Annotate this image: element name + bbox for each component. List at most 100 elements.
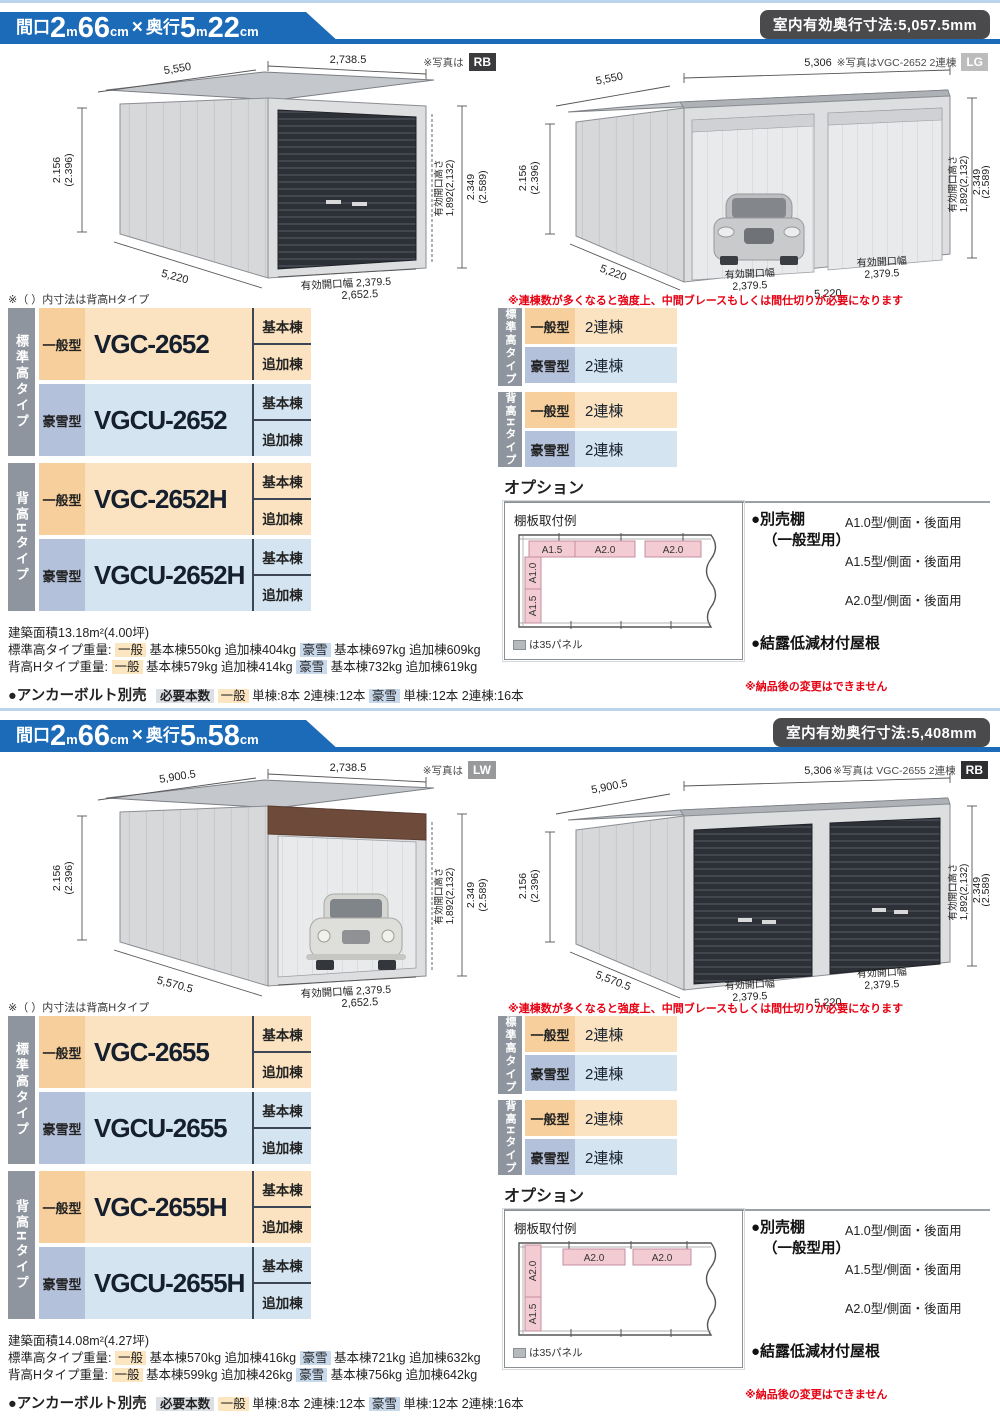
general-tag: 一般 [217, 1397, 249, 1411]
garage-diagram-single-closed: 2,738.5 5,550 2.156 (2.396) 5,220 有効開口幅 … [28, 50, 498, 300]
rento-group-standard: 標準高タイプ 一般型 2連棟 豪雪型 2連棟 [498, 308, 678, 386]
dim-roof-depth: 5,550 [595, 71, 624, 88]
photo-note: ※写真は RB [423, 53, 496, 71]
shelf-label: A1.5 [542, 545, 563, 556]
group-label: 標準高タイプ [8, 308, 35, 456]
general-tag: 一般 [111, 1368, 143, 1382]
banner-times: × [131, 725, 143, 746]
weight-values: 基本棟599kg 追加棟426kg [146, 1368, 293, 1382]
anchor-bolt-note: ●アンカーボルト別売 必要本数 一般 単棟:8本 2連棟:12本 豪雪 単棟:1… [8, 1392, 524, 1413]
type-cell: 豪雪型 [525, 347, 575, 383]
photo-note-text: ※写真は [422, 764, 463, 777]
banner-width-cm: 66 [77, 719, 110, 752]
multi-unit-warning: ※連棟数が多くなると強度上、中間ブレースもしくは間仕切りが必要になります [508, 295, 904, 307]
snow-tag: 豪雪 [368, 1397, 400, 1411]
shutter-handle [762, 920, 776, 924]
table-row: 豪雪型 VGCU-2652 基本棟 追加棟 [39, 384, 311, 456]
banner-unit: m [66, 732, 78, 747]
dim-bottom-depth: 5,570.5 [594, 969, 633, 993]
divider [0, 0, 1000, 3]
open-bay [827, 107, 943, 271]
model-group-standard: 標準高タイプ 一般型 VGC-2652 基本棟 追加棟 豪雪型 VGCU-2652… [8, 308, 311, 456]
table-row: 一般型 VGC-2652 基本棟 追加棟 [39, 308, 311, 380]
option-item: A1.5型/側面・後面用 [845, 1263, 962, 1277]
shelf-label: A2.0 [584, 1253, 605, 1264]
rento-cell: 2連棟 [575, 1100, 677, 1136]
banner-width-label: 間口 [16, 18, 50, 37]
type-cell: 豪雪型 [39, 1247, 85, 1319]
table-row: 一般型 2連棟 [525, 392, 677, 428]
dim-bottom-depth: 5,220 [160, 268, 190, 287]
banner-unit: m [196, 732, 208, 747]
banner-width-label: 間口 [16, 726, 50, 745]
rento-cell: 2連棟 [575, 431, 677, 467]
no-change-warning: ※納品後の変更はできません [745, 681, 888, 693]
dim-bottom-depth: 5,570.5 [155, 975, 194, 996]
weight-label: 標準高タイプ重量: [8, 643, 112, 657]
weight-values: 基本棟579kg 追加棟414kg [146, 660, 293, 674]
model-table: 標準高タイプ 一般型 VGC-2652 基本棟 追加棟 豪雪型 VGCU-2652… [8, 308, 311, 618]
rento-cell: 2連棟 [575, 347, 677, 383]
photo-note: ※写真は LW [423, 761, 496, 779]
snow-tag: 豪雪 [296, 660, 328, 674]
banner-depth-cm: 58 [207, 719, 240, 752]
add-unit-cell: 追加棟 [262, 587, 303, 603]
type-cell: 豪雪型 [525, 431, 575, 467]
base-unit-cell: 基本棟 [254, 1247, 311, 1284]
table-row: 一般型 VGC-2655 基本棟 追加棟 [39, 1016, 311, 1088]
banner-width-m: 2 [50, 11, 67, 44]
dim-bottom-width: 5,220 [814, 997, 842, 1008]
paren-dimension-note: ※（ ）内寸法は背高Hタイプ [8, 1002, 150, 1014]
anchor-values: 単棟:8本 2連棟:12本 [252, 689, 366, 703]
general-tag: 一般 [114, 1351, 146, 1365]
garage-side-wall [575, 815, 685, 991]
dim-left-height-paren: (2.396) [63, 861, 75, 894]
dim-opening-width: 2,379.5 [864, 978, 900, 992]
table-row: 一般型 2連棟 [525, 1100, 677, 1136]
garage-illustration: 2,738.5 5,900.5 2.156 (2.396) 5,570.5 有効… [51, 762, 489, 1008]
section-2652: 間口 2 m 66 cm × 奥行 5 m 22 cm 室内有効奥行寸法:5,057.5mm 2,7… [0, 0, 1000, 708]
dim-opening-height: 1,892(2,132) [445, 868, 456, 925]
car-illustration [306, 893, 406, 970]
group-label: 標準高タイプ [8, 1016, 35, 1164]
banner-times: × [131, 17, 143, 38]
dim-opening-height-label: 有効開口高さ [947, 155, 959, 212]
dim-bottom-width: 2,652.5 [341, 996, 378, 1008]
dim-opening-width-label: 有効開口幅 [725, 266, 776, 282]
type-cell: 豪雪型 [39, 539, 85, 611]
color-badge: RB [468, 53, 496, 71]
group-label: 背高Hタイプ [498, 392, 522, 467]
banner-depth-label: 奥行 [145, 18, 180, 37]
add-unit-cell: 追加棟 [262, 1140, 303, 1156]
banner-unit: cm [109, 732, 129, 747]
model-number: VGC-2652 [85, 308, 252, 380]
anchor-values: 単棟:12本 2連棟:16本 [403, 1397, 524, 1411]
group-label: 背高Hタイプ [8, 463, 35, 611]
option-item: A1.5型/側面・後面用 [845, 555, 962, 569]
model-number: VGC-2655 [85, 1016, 252, 1088]
panel-legend-text: は35パネル [529, 639, 583, 651]
add-unit-cell: 追加棟 [262, 1295, 303, 1311]
banner-underline [0, 39, 1000, 44]
weight-label: 標準高タイプ重量: [8, 1351, 112, 1365]
table-row: 豪雪型 2連棟 [525, 1055, 677, 1091]
dim-opening-height: 1,892(2,132) [959, 864, 970, 921]
model-table: 標準高タイプ 一般型 VGC-2655 基本棟 追加棟 豪雪型 VGCU-2655… [8, 1016, 311, 1326]
panel-legend: は35パネル [513, 637, 583, 652]
table-row: 豪雪型 2連棟 [525, 347, 677, 383]
panel-legend: は35パネル [513, 1345, 583, 1360]
garage-shutter [829, 817, 941, 975]
option-shelf-bullet-sub: （一般型用） [763, 533, 850, 549]
dim-right-height-paren: (2.589) [477, 878, 489, 911]
dim-opening-width-label: 有効開口幅 [725, 977, 776, 993]
photo-note: ※写真はVGC-2652 2連棟 LG [837, 53, 988, 71]
dim-top-width: 5,306 [804, 765, 832, 777]
type-cell: 豪雪型 [39, 1092, 85, 1164]
group-label: 標準高タイプ [498, 1016, 522, 1094]
garage-side-wall [575, 107, 685, 283]
banner-unit: m [196, 24, 208, 39]
model-number: VGC-2652H [85, 463, 252, 535]
weight-label: 背高Hタイプ重量: [8, 660, 109, 674]
shutter-handle [352, 202, 367, 206]
dim-roof-depth: 5,550 [163, 61, 192, 77]
